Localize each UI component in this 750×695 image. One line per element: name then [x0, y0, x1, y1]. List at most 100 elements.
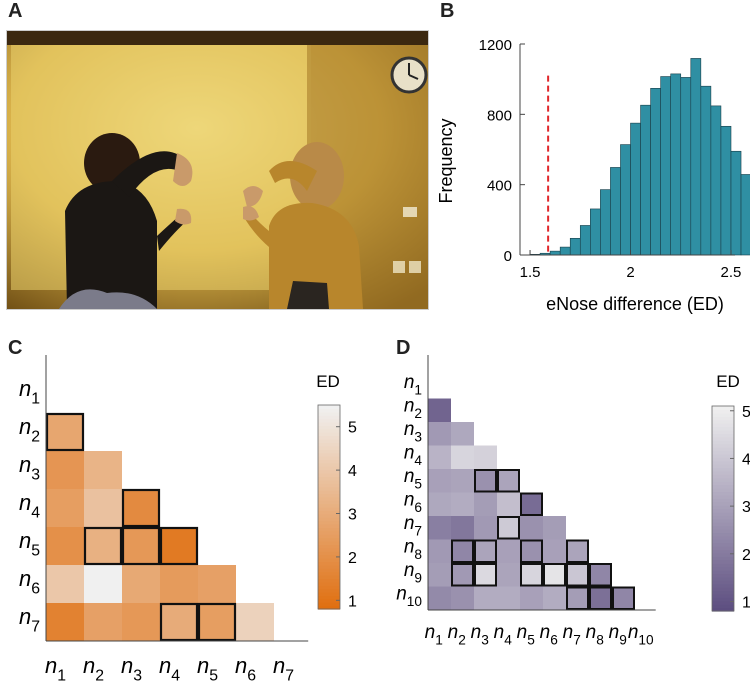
colorbar-segment	[318, 513, 340, 518]
histogram-bar	[610, 167, 621, 256]
highlighted-cell-border	[197, 602, 237, 642]
colorbar-segment	[318, 551, 340, 556]
heatmap-cell	[543, 539, 566, 563]
panel-label-b: B	[440, 0, 455, 22]
colorbar-segment	[318, 476, 340, 481]
colorbar-segment	[318, 598, 340, 603]
highlighted-cell-border	[520, 492, 543, 516]
colorbar-segment	[318, 459, 340, 464]
heatmap-cell	[46, 603, 84, 641]
colorbar-segment	[318, 592, 340, 596]
colorbar-segment	[318, 527, 340, 532]
heatmap-cell	[46, 413, 84, 451]
colorbar-segment	[318, 479, 340, 484]
row-label: n6	[19, 566, 40, 598]
colorbar-segment	[712, 494, 734, 499]
histogram-bars	[529, 58, 750, 256]
heatmap-cell	[428, 469, 451, 493]
colorbar-frame	[711, 405, 735, 612]
histogram-bar	[559, 246, 571, 256]
histogram-bar	[670, 73, 682, 256]
heatmap-cell	[543, 516, 566, 540]
colorbar-segment	[318, 493, 340, 498]
column-label: n5	[197, 653, 218, 685]
colorbar-segment	[712, 419, 734, 424]
colorbar-segment	[712, 474, 734, 479]
heatmap-cell	[428, 563, 451, 587]
heatmap-cell	[566, 563, 589, 587]
colorbar-segment	[712, 464, 734, 469]
histogram-bar	[660, 76, 672, 256]
column-label: n4	[159, 653, 180, 685]
heatmap-cell	[122, 565, 160, 603]
heatmap-cell	[160, 603, 198, 641]
colorbar-segment	[712, 563, 734, 568]
colorbar-segment	[318, 517, 340, 522]
colorbar-segment	[318, 425, 340, 430]
heatmap-cell	[84, 565, 122, 603]
highlighted-cell-border	[497, 469, 520, 493]
heatmap-cell	[428, 586, 451, 610]
row-label: n1	[19, 376, 40, 408]
column-label: n3	[471, 622, 489, 648]
colorbar-segment	[712, 593, 734, 598]
column-label: n10	[628, 622, 654, 648]
colorbar-tick-label: 3	[348, 507, 357, 524]
colorbar-segment	[318, 588, 340, 593]
column-label: n6	[235, 653, 256, 685]
colorbar-segment	[318, 541, 340, 545]
heatmap-cell	[428, 398, 451, 422]
colorbar-segment	[318, 558, 340, 562]
colorbar-segment	[712, 583, 734, 588]
colorbar-segment	[712, 429, 734, 434]
heatmap-cell	[160, 565, 198, 603]
heatmap-cell	[474, 445, 497, 469]
colorbar-segment	[318, 605, 340, 610]
heatmap-cell	[497, 469, 520, 493]
y-axis-label: Frequency	[436, 118, 456, 203]
panel-label-a: A	[8, 0, 23, 22]
colorbar-c-label: ED	[316, 372, 340, 391]
heatmap-cell	[497, 516, 520, 540]
colorbar-segment	[318, 554, 340, 559]
heatmap-cell	[497, 539, 520, 563]
colorbar-tick-label: 1	[742, 594, 750, 611]
y-tick-label: 0	[504, 248, 512, 265]
colorbar-segment	[712, 457, 734, 462]
colorbar-segment	[712, 426, 734, 431]
highlighted-cell-border	[474, 539, 497, 563]
column-label: n7	[563, 622, 581, 648]
column-label: n5	[517, 622, 536, 648]
colorbar-segment	[712, 477, 734, 482]
y-tick-label: 1200	[479, 37, 512, 54]
colorbar-segment	[318, 435, 340, 440]
colorbar-frame	[317, 404, 341, 610]
panel-label-d: D	[396, 337, 411, 359]
histogram-bar	[720, 125, 732, 256]
highlighted-cell-border	[520, 539, 543, 563]
heatmap-cell	[612, 586, 635, 610]
heatmap-d: n1n1n2n2n3n3n4n4n5n5n6n6n7n7n8n8n9n9n10n…	[396, 355, 750, 648]
highlighted-cell-border	[451, 539, 474, 563]
colorbar-segment	[712, 498, 734, 503]
colorbar-segment	[318, 544, 340, 549]
heatmap-cell	[474, 469, 497, 493]
colorbar-segment	[712, 436, 734, 441]
heatmap-cell	[428, 445, 451, 469]
row-label: n1	[404, 372, 422, 398]
colorbar-segment	[712, 467, 734, 472]
highlighted-cell-border	[474, 563, 497, 587]
colorbar-segment	[318, 578, 340, 583]
heatmap-c: n1 n1 n2 n2 n3 n3 n4 n4 n5 n5 n6 n6 n7 n7 1 2 3 4 5 ED	[19, 355, 357, 685]
colorbar-segment	[712, 505, 734, 510]
heatmap-cell	[451, 445, 474, 469]
colorbar-segment	[712, 604, 734, 609]
heatmap-cell	[451, 563, 474, 587]
histogram-bar	[600, 189, 611, 256]
row-label: n7	[404, 513, 422, 539]
colorbar-segment	[712, 556, 734, 561]
people-mirroring-hands-photo	[6, 30, 429, 310]
colorbar-segment	[712, 573, 734, 578]
heatmap-c-labels: n1 n1 n2 n2 n3 n3 n4 n4 n5 n5 n6 n6 n7 n7	[19, 355, 309, 685]
colorbar-c: 1 2 3 4 5	[317, 404, 357, 610]
